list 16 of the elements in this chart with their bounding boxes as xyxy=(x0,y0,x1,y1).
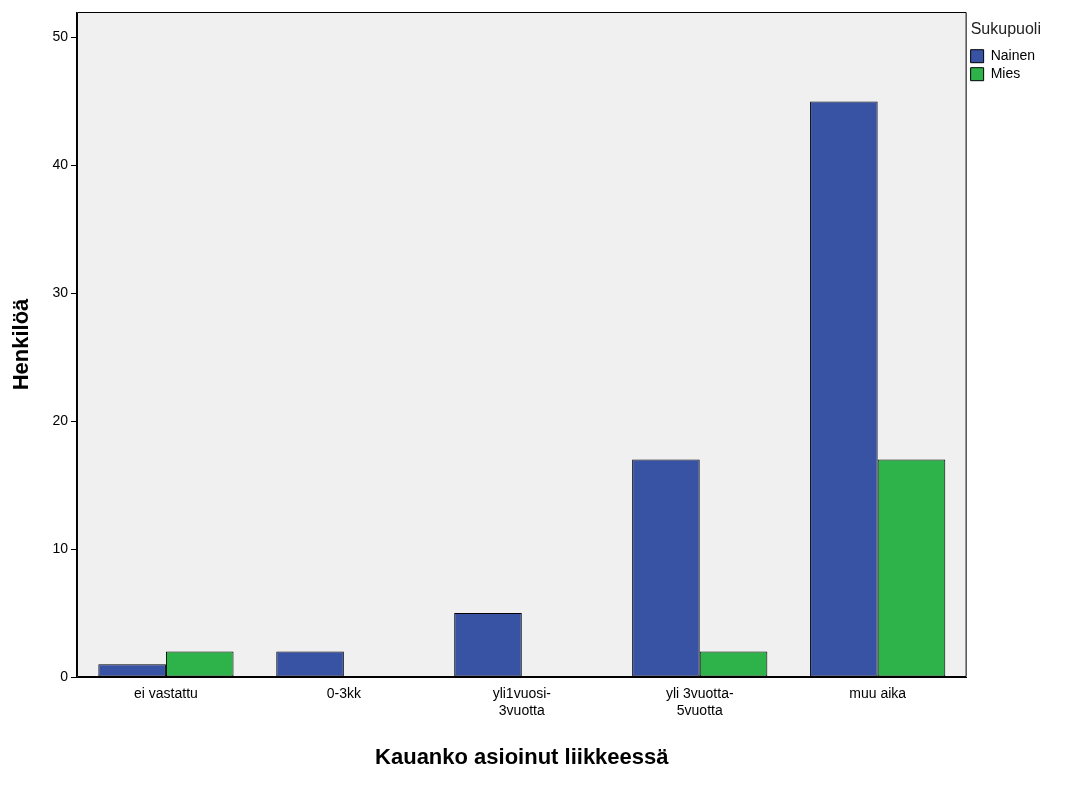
y-tick-label: 0 xyxy=(60,667,69,684)
x-axis-title: Kauanko asioinut liikkeessä xyxy=(375,743,670,769)
legend-label: Mies xyxy=(990,65,1021,82)
y-tick-label: 20 xyxy=(52,412,69,429)
x-tick-label: yli 3vuotta- 5vuotta xyxy=(665,685,734,719)
x-tick-label: ei vastattu xyxy=(134,685,198,702)
legend-label: Nainen xyxy=(990,47,1036,64)
y-axis-title: Henkilöä xyxy=(8,297,34,391)
x-tick-label: muu aika xyxy=(849,685,907,702)
y-tick-label: 30 xyxy=(52,284,69,301)
y-tick-label: 10 xyxy=(52,539,69,556)
y-tick-label: 40 xyxy=(52,156,69,173)
legend-title: Sukupuoli xyxy=(970,20,1041,38)
x-tick-label: 0-3kk xyxy=(326,685,362,702)
y-tick-label: 50 xyxy=(52,28,69,45)
x-tick-label: yli1vuosi- 3vuotta xyxy=(492,685,552,719)
